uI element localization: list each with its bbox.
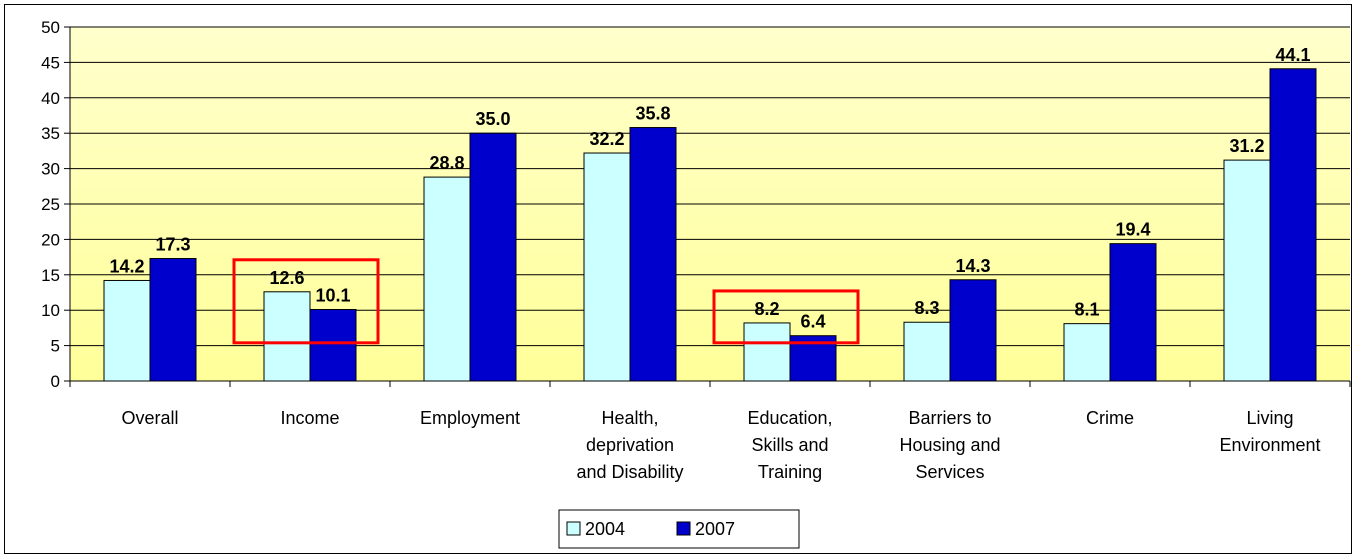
category-label: Barriers to: [908, 408, 991, 428]
y-tick-label: 45: [41, 53, 60, 72]
bar-2004: [583, 152, 631, 382]
bars: [103, 68, 1317, 382]
category-label: Skills and: [751, 435, 828, 455]
category-labels: Overall Income Employment Health, deprivatio…: [121, 408, 1320, 482]
y-tick-label: 30: [41, 160, 60, 179]
category-label: Education,: [747, 408, 832, 428]
category-label: Environment: [1219, 435, 1320, 455]
data-label-2004: 12.6: [269, 268, 304, 288]
legend-swatch-2004: [566, 521, 581, 536]
highlight-box: [232, 258, 380, 345]
y-tick-label: 5: [51, 337, 60, 356]
data-label-2004: 8.1: [1074, 300, 1099, 320]
bar-2004: [1063, 323, 1111, 382]
data-label-2004: 31.2: [1229, 136, 1264, 156]
data-label-2004: 8.3: [914, 298, 939, 318]
highlight-boxes: [232, 258, 860, 345]
bar-2007: [1109, 243, 1157, 382]
category-label: Overall: [121, 408, 178, 428]
legend-label-2007: 2007: [695, 519, 735, 539]
legend-label-2004: 2004: [585, 519, 625, 539]
y-tick-label: 25: [41, 195, 60, 214]
bar-2004: [103, 279, 151, 382]
data-label-2007: 44.1: [1275, 45, 1310, 65]
bar-2004: [1223, 159, 1271, 382]
category-label: deprivation: [586, 435, 674, 455]
y-tick-label: 0: [51, 372, 60, 391]
data-label-2007: 35.8: [635, 104, 670, 124]
data-labels: 14.2 17.3 12.6 10.1 28.8 35.0 32.2 35.8 8.2 6.4 8.…: [109, 45, 1310, 332]
y-axis-ticks: 0 5 10 15 20 25 30 35 40 45 50: [41, 18, 70, 391]
y-tick-label: 15: [41, 266, 60, 285]
data-label-2007: 10.1: [315, 285, 350, 305]
bar-2007: [149, 258, 197, 382]
bar-2007: [309, 308, 357, 382]
category-label: Employment: [420, 408, 520, 428]
category-label: and Disability: [576, 462, 683, 482]
data-label-2007: 14.3: [955, 256, 990, 276]
category-label: Living: [1246, 408, 1293, 428]
category-label: Training: [758, 462, 822, 482]
data-label-2007: 17.3: [155, 235, 190, 255]
bar-2007: [949, 279, 997, 382]
legend-swatch-2007: [676, 521, 691, 536]
bar-2004: [903, 321, 951, 382]
bar-2004: [743, 322, 791, 382]
data-label-2004: 28.8: [429, 153, 464, 173]
bar-2007: [629, 127, 677, 382]
y-tick-label: 10: [41, 301, 60, 320]
category-label: Housing and: [899, 435, 1000, 455]
highlight-box: [712, 289, 860, 345]
y-tick-label: 50: [41, 18, 60, 37]
category-label: Health,: [601, 408, 658, 428]
y-tick-label: 40: [41, 89, 60, 108]
data-label-2004: 8.2: [754, 299, 779, 319]
y-tick-label: 20: [41, 230, 60, 249]
category-label: Services: [915, 462, 984, 482]
data-label-2007: 35.0: [475, 109, 510, 129]
category-label: Crime: [1086, 408, 1134, 428]
category-label: Income: [280, 408, 339, 428]
data-label-2004: 32.2: [589, 129, 624, 149]
bar-2007: [469, 132, 517, 382]
y-tick-label: 35: [41, 124, 60, 143]
data-label-2004: 14.2: [109, 256, 144, 276]
bar-2004: [423, 176, 471, 382]
data-label-2007: 19.4: [1115, 220, 1150, 240]
bar-2007: [1269, 68, 1317, 382]
bar-2004: [263, 291, 311, 382]
data-label-2007: 6.4: [800, 312, 825, 332]
legend: 2004 2007: [558, 509, 800, 549]
